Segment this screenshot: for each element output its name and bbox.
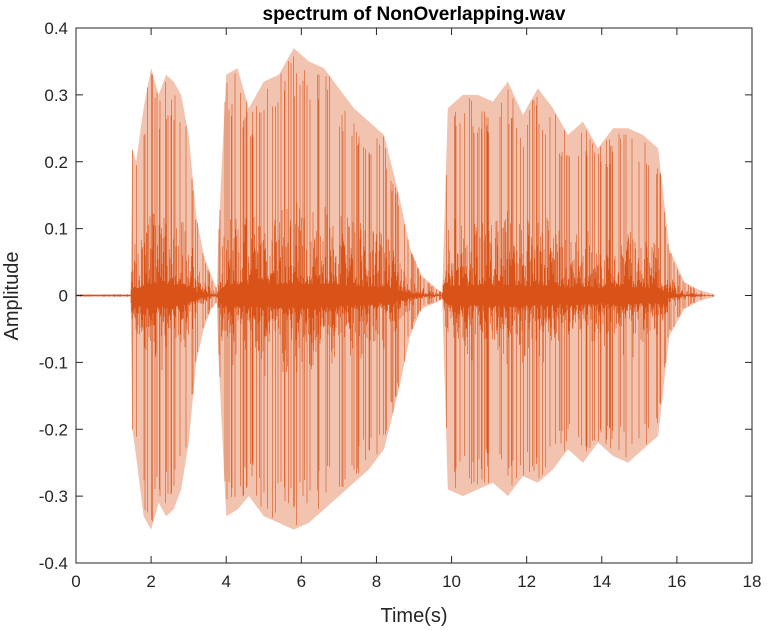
series-layer xyxy=(75,48,715,530)
y-axis-title: Amplitude xyxy=(1,252,23,341)
y-tick-label: -0.1 xyxy=(39,353,68,372)
x-tick-label: 16 xyxy=(667,572,686,591)
y-tick-label: 0.1 xyxy=(44,220,68,239)
x-tick-label: 14 xyxy=(592,572,611,591)
ticks-layer: 0 2 4 6 8 10 12 14 16 18 0.4 0.3 0.2 0.1 0 -0.1 -0.2 -0.3… xyxy=(39,19,762,591)
chart-title: spectrum of NonOverlapping.wav xyxy=(263,4,566,25)
x-tick-label: 12 xyxy=(517,572,536,591)
y-tick-label: -0.3 xyxy=(39,487,68,506)
y-tick-label: 0.4 xyxy=(44,19,68,38)
y-tick-label: 0 xyxy=(59,287,68,306)
x-tick-label: 6 xyxy=(297,572,306,591)
y-tick-label: -0.4 xyxy=(39,554,68,573)
y-tick-label: 0.2 xyxy=(44,153,68,172)
x-tick-label: 10 xyxy=(442,572,461,591)
y-tick-label: 0.3 xyxy=(44,86,68,105)
x-tick-label: 2 xyxy=(146,572,155,591)
x-tick-label: 8 xyxy=(372,572,381,591)
x-tick-label: 0 xyxy=(71,572,80,591)
x-tick-label: 4 xyxy=(221,572,230,591)
x-axis-title: Time(s) xyxy=(380,605,447,627)
y-tick-label: -0.2 xyxy=(39,420,68,439)
x-tick-label: 18 xyxy=(743,572,762,591)
